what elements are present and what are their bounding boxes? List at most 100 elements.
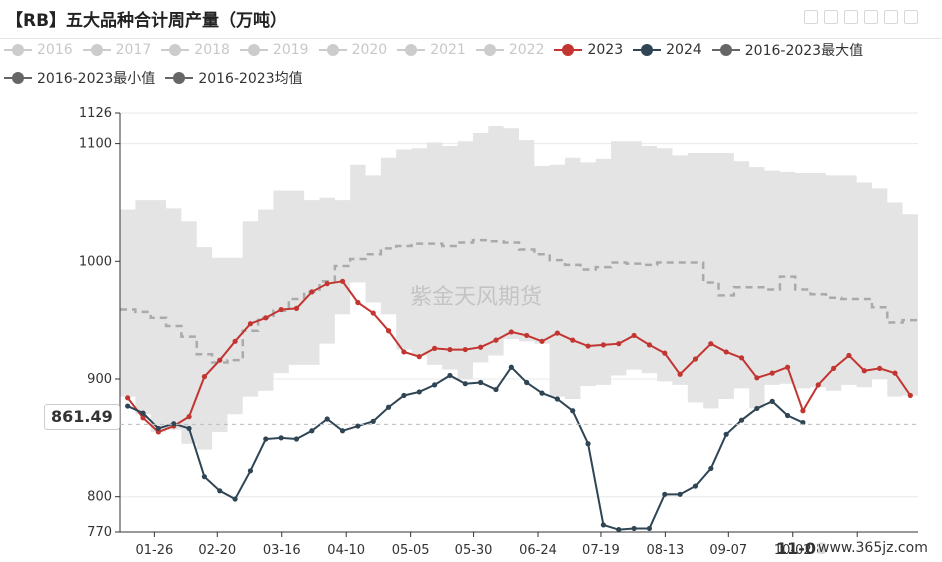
data-point-2023 (263, 315, 269, 321)
data-point-2023 (815, 382, 821, 388)
data-point-2024 (585, 441, 591, 447)
x-tick-label: 01-26 (135, 543, 173, 558)
data-point-2024 (355, 423, 361, 429)
data-point-2023 (631, 332, 637, 339)
data-point-2023 (232, 338, 238, 344)
chart-title: 【RB】五大品种合计周产量（万吨） (6, 11, 288, 31)
data-point-2023 (278, 306, 284, 313)
data-point-2023 (140, 415, 146, 421)
y-tick-label: 770 (87, 525, 112, 540)
data-point-2023 (431, 345, 438, 351)
x-tick-label: 05-05 (392, 543, 430, 558)
data-point-2023 (493, 337, 499, 343)
data-point-2023 (385, 328, 392, 334)
data-point-2024 (232, 496, 238, 502)
data-point-2024 (662, 491, 668, 497)
y-tick-label: 900 (87, 372, 112, 387)
data-point-2023 (524, 332, 530, 339)
legend-item-2022[interactable]: 2022 (475, 40, 544, 60)
data-point-2023 (447, 346, 453, 353)
legend-item-2016-2023均值[interactable]: 2016-2023均值 (165, 68, 303, 88)
zoom-reset-icon[interactable] (904, 10, 918, 24)
data-point-2024 (616, 527, 622, 533)
legend-marker-icon (554, 44, 583, 56)
data-point-2023 (861, 368, 867, 374)
legend-marker-icon (397, 44, 426, 56)
data-point-2024 (339, 428, 346, 434)
legend-item-2017[interactable]: 2017 (82, 40, 151, 60)
data-point-2024 (401, 392, 407, 399)
data-point-2024 (293, 436, 300, 442)
data-point-2023 (370, 310, 376, 316)
legend-marker-icon (711, 44, 740, 56)
data-point-2023 (754, 375, 760, 381)
x-tick-label: 09-07 (709, 543, 747, 558)
data-point-2024 (754, 405, 760, 412)
legend-item-2016-2023最小值[interactable]: 2016-2023最小值 (4, 68, 155, 88)
legend-marker-icon (318, 44, 347, 56)
legend-item-2023[interactable]: 2023 (554, 40, 623, 60)
line-switch-icon[interactable] (844, 10, 858, 24)
data-point-2023 (738, 355, 745, 361)
legend-marker-icon (239, 44, 268, 56)
zoom-icon[interactable] (884, 10, 898, 24)
data-point-2024 (539, 390, 545, 396)
data-point-2023 (201, 374, 208, 380)
legend-label: 2016-2023均值 (198, 71, 303, 87)
y-tick-label: 800 (87, 490, 112, 505)
legend-item-2020[interactable]: 2020 (318, 40, 387, 60)
data-point-2023 (784, 364, 791, 370)
legend-marker-icon (475, 44, 504, 56)
data-point-2024 (508, 364, 514, 370)
data-point-2023 (907, 392, 913, 399)
data-point-2023 (616, 341, 622, 347)
data-point-2024 (309, 428, 315, 434)
legend-label: 2021 (430, 42, 466, 58)
x-tick-label: 08-13 (647, 543, 685, 558)
data-point-2024 (263, 436, 269, 442)
legend-item-2024[interactable]: 2024 (633, 40, 702, 60)
legend-item-2018[interactable]: 2018 (161, 40, 230, 60)
restore-icon[interactable] (804, 10, 818, 24)
data-point-2023 (585, 343, 591, 349)
legend-marker-icon (4, 44, 32, 56)
legend-label: 2018 (194, 42, 230, 58)
save-image-icon[interactable] (864, 10, 878, 24)
legend-item-2016-2023最大值[interactable]: 2016-2023最大值 (711, 40, 863, 60)
data-point-2023 (539, 338, 545, 344)
legend-item-2019[interactable]: 2019 (239, 40, 309, 60)
data-point-2024 (125, 403, 131, 409)
data-point-2024 (217, 488, 223, 494)
x-tick-label: 04-10 (327, 543, 365, 558)
data-point-2024 (692, 483, 699, 489)
data-point-2023 (416, 354, 422, 360)
data-point-2024 (324, 416, 330, 422)
data-point-2024 (478, 379, 484, 386)
site-watermark: www.365jz.com (818, 540, 928, 556)
legend-marker-icon (4, 72, 32, 84)
data-point-2023 (186, 414, 192, 420)
legend-marker-icon (161, 44, 190, 56)
data-point-2024 (140, 410, 146, 416)
x-tick-label: 07-19 (582, 543, 620, 558)
data-point-2023 (892, 370, 898, 376)
data-point-2024 (155, 425, 161, 432)
data-point-2024 (723, 431, 729, 437)
x-tick-label: 05-30 (455, 543, 493, 558)
data-view-icon[interactable] (824, 10, 838, 24)
legend-label: 2016-2023最小值 (37, 71, 156, 87)
data-point-2024 (385, 404, 392, 410)
data-point-2024 (171, 421, 177, 427)
legend: 2016 2017 2018 2019 2020 2021 2022 2023 2024 2016… (4, 40, 942, 88)
legend-item-2021[interactable]: 2021 (397, 40, 466, 60)
legend-item-2016[interactable]: 2016 (4, 40, 73, 60)
data-point-2023 (708, 341, 714, 347)
legend-label: 2024 (666, 42, 702, 58)
data-point-2023 (723, 349, 729, 355)
data-point-2023 (646, 342, 653, 348)
data-point-2024 (769, 398, 775, 404)
data-point-2023 (293, 305, 300, 311)
data-point-2023 (846, 352, 852, 359)
legend-label: 2019 (272, 42, 309, 58)
